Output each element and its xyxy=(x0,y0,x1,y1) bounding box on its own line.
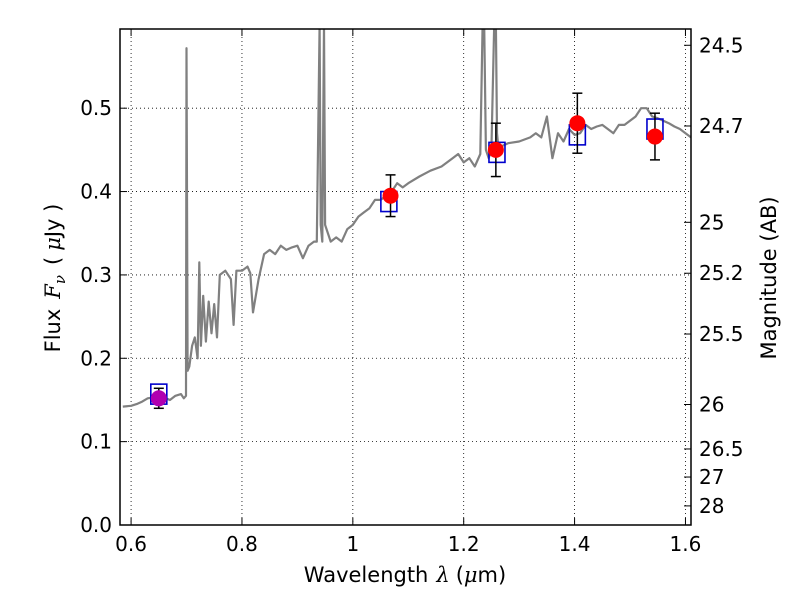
y-tick-label: 0.4 xyxy=(80,180,112,204)
plot-content xyxy=(122,29,691,410)
mag-tick-label: 27 xyxy=(699,465,724,489)
x-tick-label: 1 xyxy=(346,532,359,556)
y-tick-label: 0.2 xyxy=(80,346,112,370)
y-tick-label: 0.3 xyxy=(80,263,112,287)
y-tick-label: 0.1 xyxy=(80,430,112,454)
observed-photometry-point xyxy=(382,187,399,204)
x-tick-label: 1.6 xyxy=(670,532,702,556)
y2-axis-label: Magnitude (AB) xyxy=(757,196,781,359)
grid-lines xyxy=(120,29,691,526)
mag-tick-label: 28 xyxy=(699,494,724,518)
mag-tick-label: 25.2 xyxy=(699,261,744,285)
ticks: 0.6 0.8 1 1.2 1.4 1.6 0.0 0.1 0.2 0.3 0.4 0.5 24.5 24… xyxy=(80,29,744,556)
observed-photometry-point xyxy=(487,141,504,158)
mag-tick-label: 26 xyxy=(699,392,724,416)
series-layer xyxy=(122,29,691,410)
mag-tick-label: 24.5 xyxy=(699,33,744,57)
mag-tick-label: 24.7 xyxy=(699,114,744,138)
observed-photometry-point xyxy=(569,115,586,132)
y-tick-label: 0.5 xyxy=(80,96,112,120)
plot-frame xyxy=(119,28,692,526)
mag-tick-label: 25 xyxy=(699,210,724,234)
observed-photometry-point xyxy=(646,128,663,145)
x-tick-label: 0.8 xyxy=(226,532,258,556)
x-axis-label: Wavelength λ (μm) xyxy=(304,563,506,587)
y-axis-label: FluxFν(μJy ) xyxy=(41,204,69,353)
model-spectrum-line xyxy=(122,29,691,408)
x-tick-label: 1.4 xyxy=(559,532,591,556)
mag-tick-label: 25.5 xyxy=(699,322,744,346)
plot-area xyxy=(120,29,691,525)
x-tick-label: 1.2 xyxy=(448,532,480,556)
y-tick-label: 0.0 xyxy=(80,513,112,537)
mag-tick-label: 26.5 xyxy=(699,437,744,461)
observed-photometry-point xyxy=(150,390,167,407)
x-tick-label: 0.6 xyxy=(115,532,147,556)
